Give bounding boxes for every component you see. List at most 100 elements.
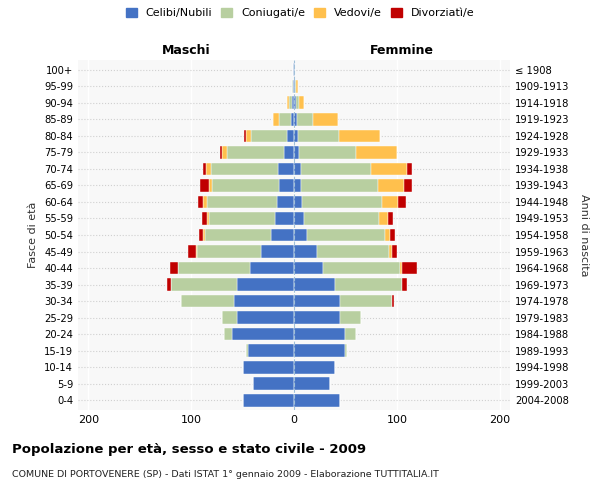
Bar: [382, 196, 398, 208]
Bar: [196, 245, 197, 258]
Text: COMUNE DI PORTOVENERE (SP) - Dati ISTAT 1° gennaio 2009 - Elaborazione TUTTITALI: COMUNE DI PORTOVENERE (SP) - Dati ISTAT …: [12, 470, 439, 479]
Bar: [294, 228, 307, 241]
Bar: [346, 328, 356, 340]
Bar: [317, 245, 389, 258]
Bar: [211, 162, 278, 175]
Bar: [242, 394, 294, 406]
Bar: [294, 162, 301, 175]
Bar: [294, 377, 330, 390]
Bar: [294, 96, 296, 110]
Bar: [296, 96, 299, 110]
Bar: [222, 311, 238, 324]
Bar: [313, 113, 338, 126]
Bar: [301, 162, 371, 175]
Bar: [295, 80, 296, 93]
Text: Femmine: Femmine: [370, 44, 434, 57]
Bar: [245, 344, 248, 357]
Bar: [206, 212, 209, 225]
Bar: [232, 328, 294, 340]
Bar: [301, 179, 379, 192]
Bar: [400, 262, 402, 274]
Bar: [199, 196, 203, 208]
Bar: [298, 130, 339, 142]
Bar: [261, 245, 294, 258]
Bar: [293, 64, 294, 76]
Bar: [356, 146, 397, 159]
Bar: [307, 228, 385, 241]
Bar: [292, 96, 294, 110]
Bar: [238, 278, 294, 291]
Bar: [392, 294, 394, 308]
Bar: [244, 130, 245, 142]
Bar: [385, 228, 389, 241]
Bar: [299, 146, 356, 159]
Bar: [379, 179, 404, 192]
Bar: [251, 130, 287, 142]
Bar: [209, 212, 275, 225]
Bar: [202, 212, 206, 225]
Bar: [294, 262, 323, 274]
Bar: [212, 179, 278, 192]
Bar: [294, 64, 295, 76]
Bar: [206, 196, 277, 208]
Text: Maschi: Maschi: [161, 44, 211, 57]
Bar: [275, 212, 294, 225]
Bar: [170, 278, 238, 291]
Bar: [224, 328, 232, 340]
Bar: [181, 294, 235, 308]
Bar: [294, 212, 304, 225]
Bar: [242, 360, 294, 374]
Bar: [294, 311, 340, 324]
Bar: [253, 377, 294, 390]
Bar: [292, 80, 293, 93]
Bar: [402, 278, 407, 291]
Bar: [209, 179, 212, 192]
Bar: [235, 294, 294, 308]
Bar: [297, 113, 313, 126]
Bar: [200, 179, 209, 192]
Bar: [206, 162, 211, 175]
Bar: [294, 196, 302, 208]
Bar: [294, 360, 335, 374]
Bar: [203, 228, 205, 241]
Bar: [388, 212, 393, 225]
Bar: [278, 113, 291, 126]
Bar: [294, 245, 317, 258]
Bar: [294, 394, 340, 406]
Bar: [238, 311, 294, 324]
Bar: [294, 80, 295, 93]
Bar: [302, 196, 382, 208]
Bar: [398, 196, 406, 208]
Legend: Celibi/Nubili, Coniugati/e, Vedovi/e, Divorziatì/e: Celibi/Nubili, Coniugati/e, Vedovi/e, Di…: [124, 6, 476, 20]
Bar: [392, 245, 397, 258]
Bar: [287, 130, 294, 142]
Bar: [294, 179, 301, 192]
Bar: [220, 146, 222, 159]
Y-axis label: Fasce di età: Fasce di età: [28, 202, 38, 268]
Bar: [389, 228, 395, 241]
Bar: [293, 80, 294, 93]
Bar: [323, 262, 400, 274]
Bar: [296, 80, 298, 93]
Bar: [339, 130, 380, 142]
Bar: [402, 262, 418, 274]
Bar: [248, 344, 294, 357]
Bar: [294, 146, 299, 159]
Bar: [277, 196, 294, 208]
Bar: [245, 130, 251, 142]
Bar: [278, 162, 294, 175]
Bar: [407, 162, 412, 175]
Bar: [404, 179, 412, 192]
Bar: [227, 146, 284, 159]
Bar: [294, 344, 346, 357]
Bar: [178, 262, 250, 274]
Bar: [346, 344, 347, 357]
Bar: [389, 245, 392, 258]
Bar: [222, 146, 227, 159]
Bar: [379, 212, 388, 225]
Bar: [340, 311, 361, 324]
Bar: [287, 96, 289, 110]
Bar: [294, 294, 340, 308]
Bar: [284, 146, 294, 159]
Text: Popolazione per età, sesso e stato civile - 2009: Popolazione per età, sesso e stato civil…: [12, 442, 366, 456]
